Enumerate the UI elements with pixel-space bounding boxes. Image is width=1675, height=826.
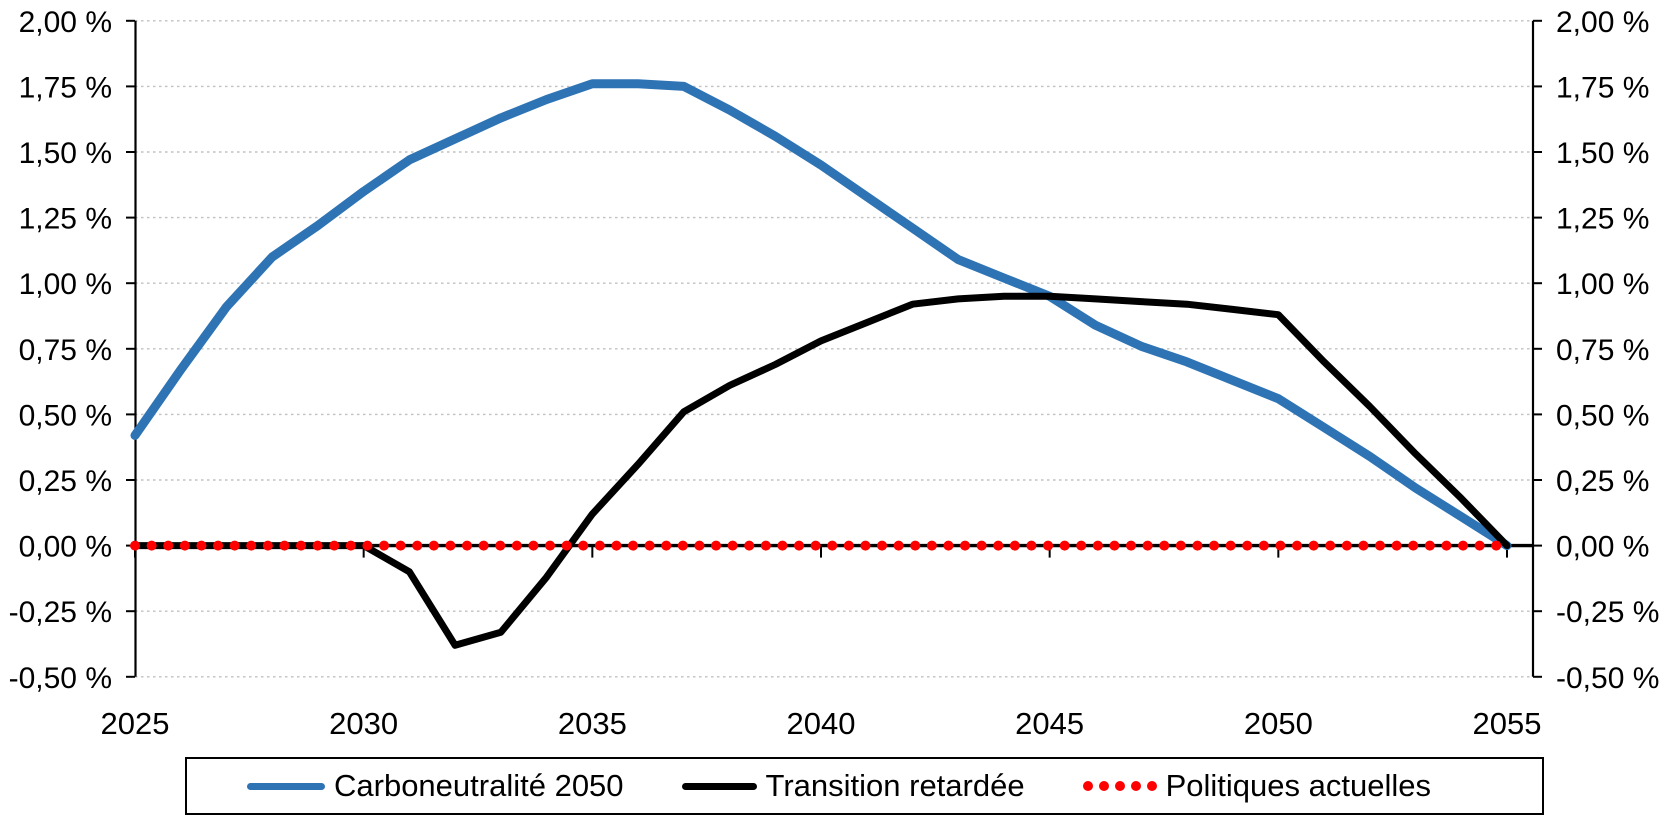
y-axis-label-left: 0,25 % bbox=[19, 465, 112, 498]
y-axis-label-right: -0,25 % bbox=[1556, 596, 1659, 629]
y-axis-label-right: 1,75 % bbox=[1556, 71, 1649, 104]
legend: Carboneutralité 2050 Transition retardée… bbox=[185, 757, 1544, 815]
y-axis-label-left: 0,50 % bbox=[19, 399, 112, 432]
legend-label-politiques-actuelles: Politiques actuelles bbox=[1165, 768, 1431, 803]
y-axis-labels-left: 2,00 % 1,75 % 1,50 % 1,25 % 1,00 % 0,75 % 0,50… bbox=[9, 6, 112, 695]
y-axis-label-left: 1,00 % bbox=[19, 268, 112, 301]
y-axis-label-right: 0,25 % bbox=[1556, 465, 1649, 498]
legend-line-sample-black bbox=[681, 782, 757, 790]
x-axis-label: 2050 bbox=[1244, 706, 1313, 741]
legend-dots-sample-red bbox=[1082, 781, 1157, 791]
y-axis-label-right: 1,50 % bbox=[1556, 137, 1649, 170]
y-axis-label-left: 1,50 % bbox=[19, 137, 112, 170]
y-axis-label-right: 1,00 % bbox=[1556, 268, 1649, 301]
y-axis-label-right: 1,25 % bbox=[1556, 203, 1649, 236]
y-axis-label-right: 0,50 % bbox=[1556, 399, 1649, 432]
y-axis-label-left: -0,25 % bbox=[9, 596, 112, 629]
x-axis-label: 2045 bbox=[1015, 706, 1084, 741]
y-axis-label-left: 0,75 % bbox=[19, 334, 112, 367]
y-axis-label-left: -0,50 % bbox=[9, 662, 112, 695]
x-axis-label: 2025 bbox=[101, 706, 170, 741]
line-carboneutralite-2050 bbox=[130, 79, 1512, 551]
legend-item-transition-retardee: Transition retardée bbox=[681, 768, 1025, 804]
series-lines bbox=[130, 79, 1512, 649]
x-axis-label: 2055 bbox=[1473, 706, 1542, 741]
legend-item-carboneutralite-2050: Carboneutralité 2050 bbox=[247, 768, 624, 804]
legend-label-carboneutralite-2050: Carboneutralité 2050 bbox=[334, 768, 624, 803]
y-axis-label-left: 1,75 % bbox=[19, 71, 112, 104]
legend-item-politiques-actuelles: Politiques actuelles bbox=[1082, 768, 1431, 804]
y-axis-label-right: 0,00 % bbox=[1556, 531, 1649, 564]
x-axis-labels: 2025 2030 2035 2040 2045 2050 2055 bbox=[101, 706, 1542, 741]
legend-line-sample-blue bbox=[247, 782, 325, 790]
x-axis-label: 2030 bbox=[329, 706, 398, 741]
y-axis-label-left: 0,00 % bbox=[19, 531, 112, 564]
y-axis-label-right: 2,00 % bbox=[1556, 6, 1649, 39]
y-axis-label-right: 0,75 % bbox=[1556, 334, 1649, 367]
x-axis-label: 2040 bbox=[787, 706, 856, 741]
y-axis-labels-right: 2,00 % 1,75 % 1,50 % 1,25 % 1,00 % 0,75 % 0,50… bbox=[1556, 6, 1659, 695]
gridlines bbox=[135, 20, 1533, 678]
y-axis-label-right: -0,50 % bbox=[1556, 662, 1659, 695]
y-axis-label-left: 1,25 % bbox=[19, 203, 112, 236]
y-axis-label-left: 2,00 % bbox=[19, 6, 112, 39]
x-axis-label: 2035 bbox=[558, 706, 627, 741]
legend-label-transition-retardee: Transition retardée bbox=[765, 768, 1025, 803]
